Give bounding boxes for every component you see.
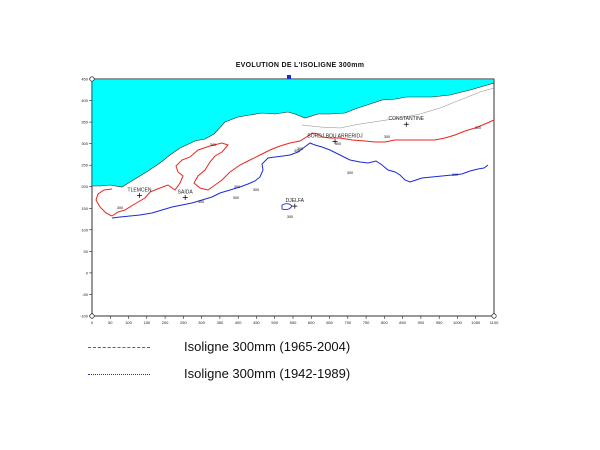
corner-marker-bl (89, 313, 95, 319)
x-tick-label: 850 (399, 320, 406, 325)
x-tick-label: 750 (363, 320, 370, 325)
y-tick-label: -100 (80, 314, 89, 319)
x-tick-label: 150 (143, 320, 150, 325)
contour-value-label: 300 (347, 171, 353, 175)
x-tick-label: 100 (125, 320, 132, 325)
city-marker (292, 203, 298, 209)
city-label: CONSTANTINE (389, 116, 425, 122)
legend-label-1942-1989: Isoligne 300mm (1942-1989) (184, 366, 351, 381)
y-tick-label: 300 (81, 141, 88, 146)
x-tick-label: 700 (344, 320, 351, 325)
y-tick-label: 400 (81, 98, 88, 103)
city-label: TLEMCEN (128, 187, 152, 193)
contour-value-label: 300 (233, 196, 239, 200)
isoline-1942-1989 (111, 142, 489, 219)
contour-value-label: 300 (452, 173, 458, 177)
mediterranean-sea (91, 78, 495, 188)
x-tick-label: 600 (308, 320, 315, 325)
legend-label-1965-2004: Isoligne 300mm (1965-2004) (184, 339, 351, 354)
x-tick-label: 900 (418, 320, 425, 325)
x-tick-label: 550 (290, 320, 297, 325)
y-tick-label: 0 (86, 270, 89, 275)
x-tick-label: 1050 (471, 320, 481, 325)
y-tick-label: 350 (81, 120, 88, 125)
corner-marker-br (491, 313, 497, 319)
x-tick-label: 950 (436, 320, 443, 325)
contour-value-label: 300 (475, 126, 481, 130)
x-tick-label: 1000 (453, 320, 463, 325)
city-marker (137, 192, 143, 198)
city-marker (182, 195, 188, 200)
x-tick-label: 1100 (490, 320, 499, 325)
map-title: EVOLUTION DE L'ISOLIGNE 300mm (235, 62, 365, 69)
corner-marker-tl (89, 76, 95, 82)
contour-value-label: 300 (294, 149, 300, 153)
contour-value-label: 300 (210, 143, 216, 147)
x-tick-label: 450 (253, 320, 260, 325)
y-tick-label: 250 (81, 163, 88, 168)
x-tick-label: 200 (162, 320, 169, 325)
contour-value-label: 300 (384, 135, 390, 139)
city-marker (332, 138, 338, 144)
y-tick-label: -50 (82, 292, 89, 297)
y-tick-label: 150 (81, 206, 88, 211)
x-tick-label: 400 (235, 320, 242, 325)
contour-value-label: 300 (117, 206, 123, 210)
contour-value-label: 300 (234, 185, 240, 189)
city-marker (403, 121, 409, 127)
x-tick-label: 250 (180, 320, 187, 325)
contour-value-label: 300 (297, 147, 303, 151)
x-tick-label: 50 (108, 320, 113, 325)
city-label: BORDJ BOU ARRERIDJ (307, 133, 363, 139)
x-tick-label: 500 (271, 320, 278, 325)
x-tick-label: 350 (217, 320, 224, 325)
x-tick-label: 800 (381, 320, 388, 325)
coastline-secondary (301, 87, 495, 129)
x-tick-label: 0 (91, 320, 94, 325)
contour-value-label: 300 (287, 215, 293, 219)
contour-value-label: 300 (335, 142, 341, 146)
x-tick-label: 300 (198, 320, 205, 325)
isoline-djelfa-patch (281, 203, 293, 211)
x-tick-label: 650 (326, 320, 333, 325)
city-label: SAIDA (178, 190, 194, 196)
legend-swatch-pink (88, 374, 150, 375)
north-marker (287, 75, 291, 79)
y-tick-label: 50 (84, 249, 89, 254)
y-tick-label: 450 (81, 77, 88, 82)
city-label: DJELFA (286, 198, 305, 204)
isoline-1965-2004 (111, 119, 495, 217)
legend-swatch-red (88, 347, 150, 348)
y-tick-label: 200 (81, 184, 88, 189)
isoline-1965-2004-west (95, 188, 113, 217)
contour-value-label: 300 (253, 188, 259, 192)
contour-value-label: 300 (198, 200, 204, 204)
y-tick-label: 100 (81, 227, 88, 232)
